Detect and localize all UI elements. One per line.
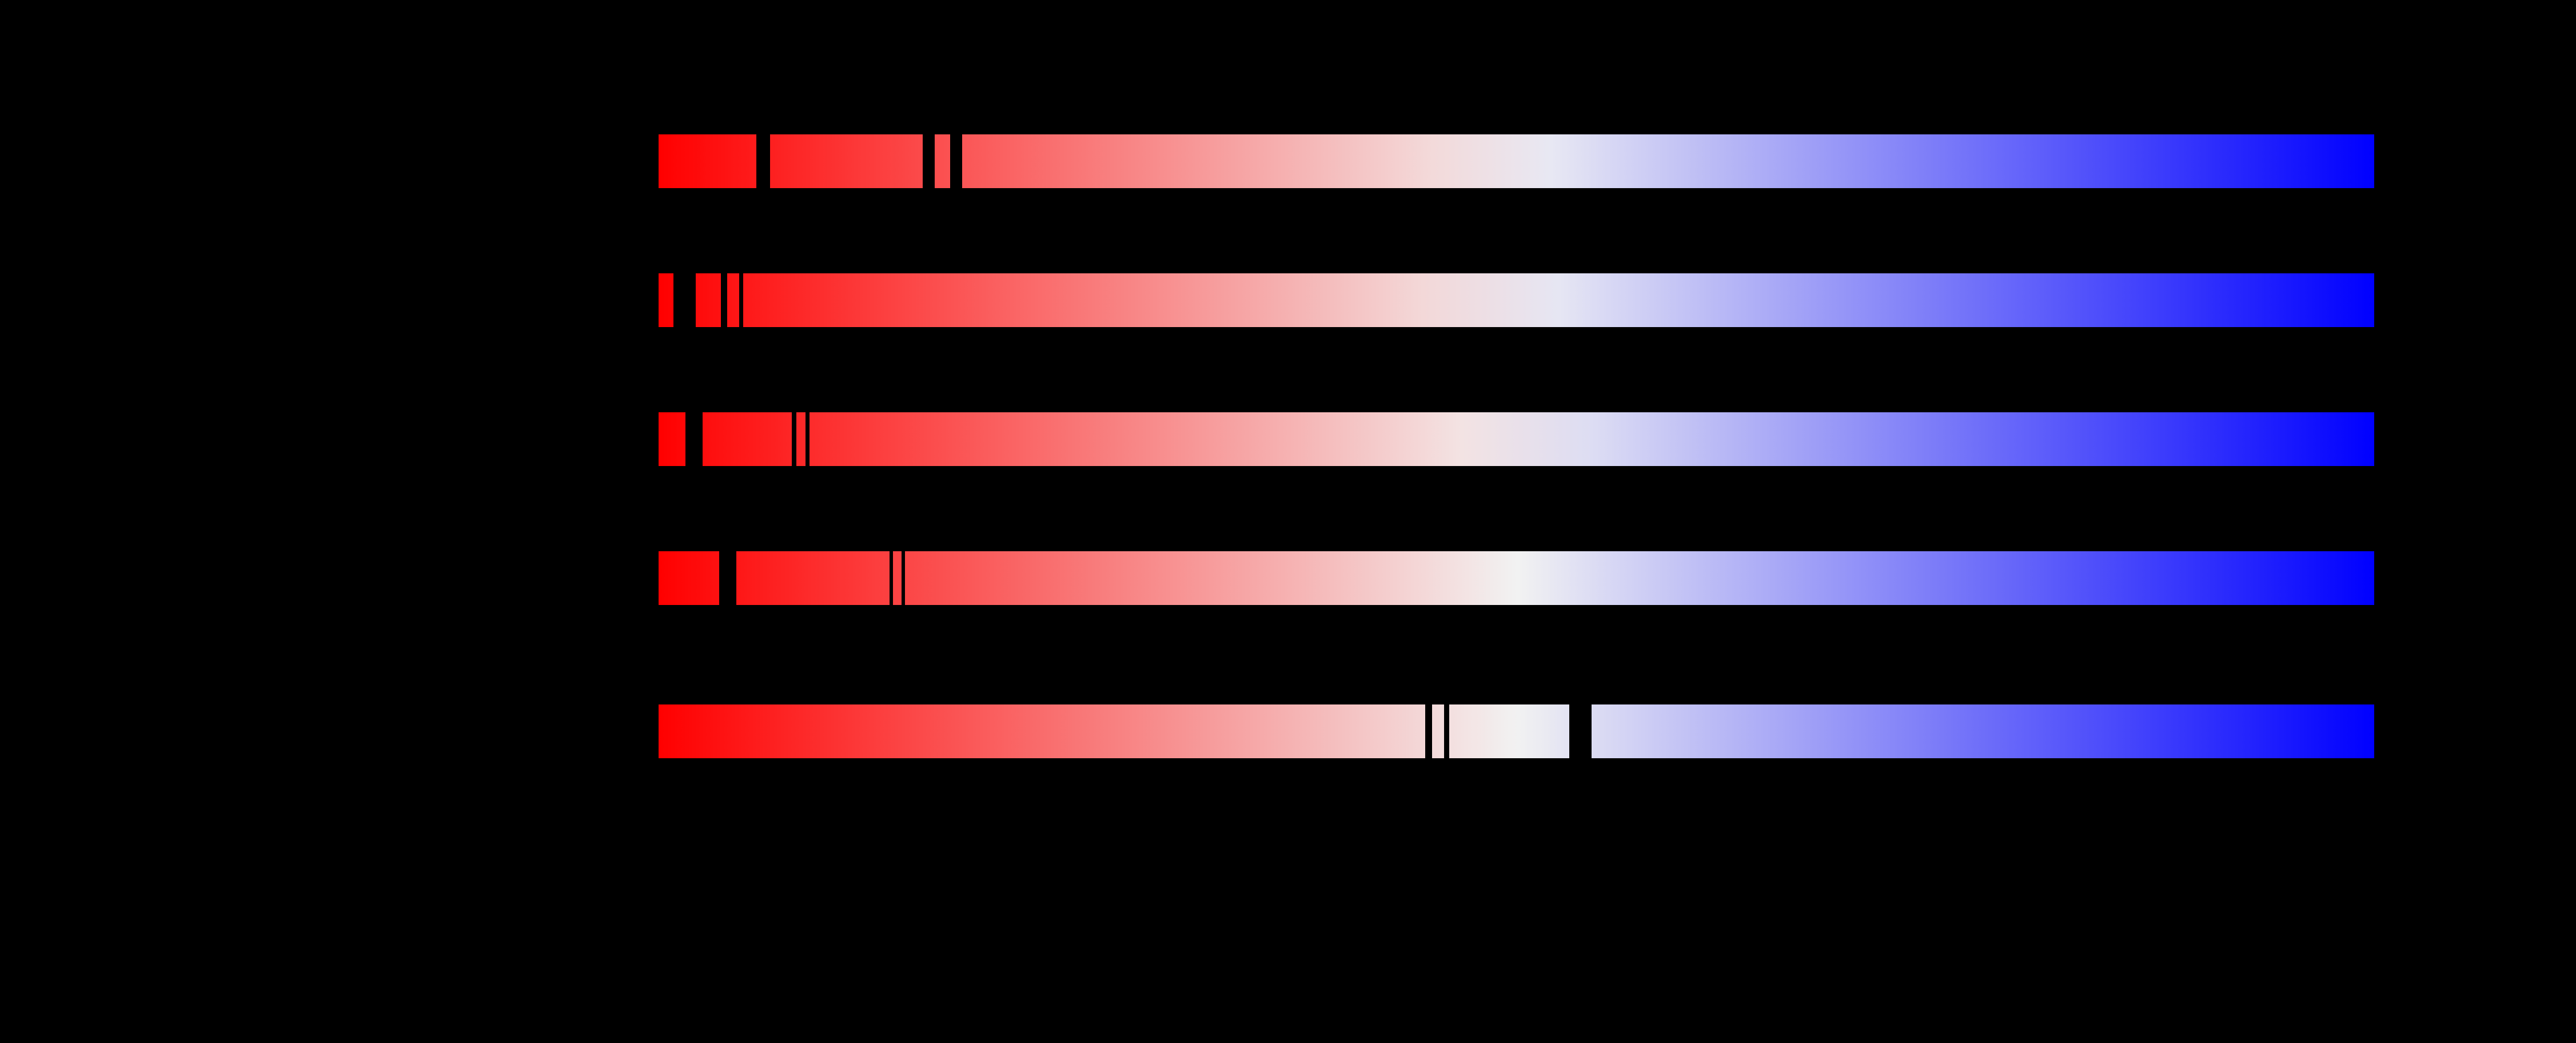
bar-row-1-segment-4: [962, 134, 2374, 188]
bar-row-4-segment-2: [736, 551, 890, 605]
bar-row-2-segment-2: [696, 273, 721, 327]
bar-row-5-segment-3: [1449, 704, 1569, 758]
bar-row-3-segment-1: [659, 412, 686, 466]
bar-row-5: [659, 704, 2374, 758]
bar-row-5-segment-2: [1432, 704, 1445, 758]
bar-row-2: [659, 273, 2374, 327]
bar-row-2-segment-4: [743, 273, 2374, 327]
bar-row-1-segment-3: [935, 134, 951, 188]
bar-row-3-segment-3: [796, 412, 806, 466]
bar-row-4-segment-4: [905, 551, 2374, 605]
bar-row-1-segment-1: [659, 134, 757, 188]
bar-row-3-segment-2: [703, 412, 792, 466]
bar-row-3-segment-4: [810, 412, 2374, 466]
bar-row-2-segment-3: [727, 273, 740, 327]
bar-row-4: [659, 551, 2374, 605]
bar-row-5-segment-4: [1591, 704, 2374, 758]
bar-row-5-segment-1: [659, 704, 1426, 758]
bar-row-1-segment-2: [770, 134, 923, 188]
bar-row-1: [659, 134, 2374, 188]
bar-row-4-segment-3: [893, 551, 902, 605]
bar-row-2-segment-1: [659, 273, 674, 327]
bar-row-3: [659, 412, 2374, 466]
bar-row-4-segment-1: [659, 551, 719, 605]
